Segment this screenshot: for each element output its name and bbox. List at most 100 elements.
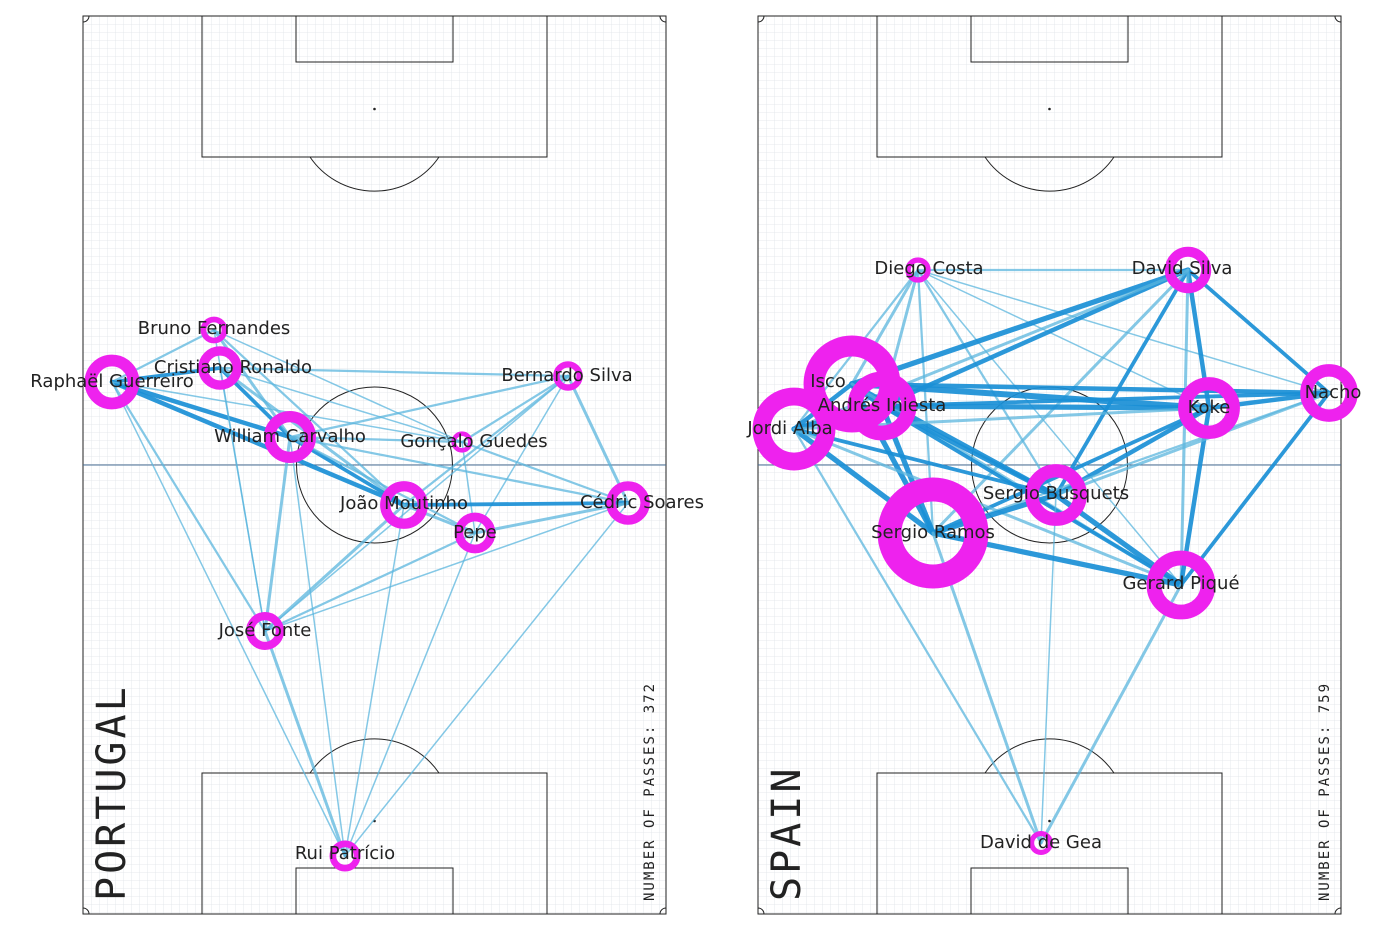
player-node-na	[1300, 364, 1358, 422]
pass-edge-rg-rp	[111, 381, 346, 857]
pass-edge-na-gp	[1179, 391, 1331, 587]
portugal-centre-circle	[296, 386, 453, 544]
player-label-bs: Bernardo Silva	[501, 365, 632, 386]
pass-edge-rg-jf	[110, 380, 267, 633]
player-node-bf	[200, 316, 228, 344]
pass-edge-wc-jf	[263, 435, 292, 633]
spain-panel: Diego Costa David Silva Isco Andrés Iniesta…	[746, 15, 1362, 915]
pass-edge-dc-na	[917, 269, 1330, 394]
pass-edge-wc-rp	[289, 436, 346, 857]
pass-edge-rg-jm	[109, 379, 407, 508]
player-label-sb: Sergio Busquets	[983, 483, 1129, 504]
portugal-player-nodes	[84, 316, 650, 872]
player-label-ja: Jordi Alba	[746, 418, 832, 439]
pass-edge-jm-jf	[263, 503, 406, 633]
player-label-pe: Pepe	[453, 522, 497, 543]
pass-edge-cr-bs	[218, 366, 570, 378]
player-label-ds: David Silva	[1132, 258, 1233, 279]
player-label-rp: Rui Patrício	[295, 843, 395, 864]
pass-edge-ds-na	[1186, 268, 1331, 395]
pass-edge-pe-rp	[344, 532, 476, 857]
player-node-dg	[1029, 831, 1053, 855]
pass-edge-wc-gg	[288, 435, 464, 444]
pass-edge-wc-cs	[288, 435, 630, 505]
player-label-gp: Gerard Piqué	[1122, 573, 1239, 594]
player-node-dc	[905, 257, 931, 283]
portugal-top-penalty-spot	[373, 107, 376, 111]
player-node-sr	[877, 477, 989, 589]
pass-edge-dc-sb	[916, 268, 1058, 497]
player-label-cs: Cédric Soares	[580, 492, 704, 513]
player-label-na: Nacho	[1305, 382, 1362, 403]
portugal-player-labels: Bruno Fernandes Cristiano RonaldoRaphaël …	[30, 318, 704, 864]
spain-team-title: SPAIN	[764, 766, 810, 901]
pass-edge-dc-gp	[917, 269, 1182, 586]
pass-edge-cs-pe	[473, 501, 630, 535]
player-node-wc	[263, 410, 317, 464]
player-label-jf: José Fonte	[218, 620, 312, 641]
portugal-panel: Bruno Fernandes Cristiano RonaldoRaphaël …	[30, 15, 704, 915]
player-label-ai: Andrés Iniesta	[818, 395, 947, 416]
player-label-gg: Gonçalo Guedes	[400, 431, 547, 452]
player-label-is: Isco	[810, 371, 846, 392]
player-node-cr	[198, 346, 242, 390]
spain-bottom-penalty-spot	[1048, 819, 1051, 823]
spain-top-penalty-spot	[1048, 107, 1051, 111]
portugal-top-arc	[309, 156, 440, 192]
player-node-ko	[1178, 377, 1240, 439]
spain-top-six-box	[970, 15, 1129, 63]
player-node-gp	[1146, 550, 1216, 620]
player-node-rg	[84, 354, 140, 410]
portugal-pass-count: NUMBER OF PASSES: 372	[642, 682, 658, 901]
pass-edge-ai-ko	[879, 403, 1212, 411]
player-node-sb	[1025, 464, 1087, 526]
player-label-cr: Cristiano Ronaldo	[154, 357, 312, 378]
pass-edge-ds-sb	[1054, 268, 1190, 497]
pass-edge-bs-cs	[566, 374, 630, 505]
pass-edge-bs-pe	[474, 375, 569, 534]
player-node-bs	[553, 361, 583, 391]
portugal-corner-arcs	[82, 15, 667, 915]
pass-edge-ja-sb	[792, 427, 1058, 497]
pass-edge-wc-pe	[288, 435, 477, 535]
pass-edge-is-ko	[849, 381, 1212, 411]
pass-edge-pe-jf	[263, 531, 477, 633]
pass-edge-bs-jm	[402, 374, 570, 507]
pass-edge-ai-na	[880, 391, 1331, 408]
portugal-bottom-six-box	[295, 867, 454, 915]
pass-edge-cs-rp	[344, 502, 629, 857]
pass-edge-ds-is	[849, 267, 1191, 387]
spain-player-nodes	[752, 246, 1358, 855]
player-label-jm: João Moutinho	[339, 493, 468, 514]
pass-edge-bs-gg	[460, 374, 570, 444]
player-node-pe	[454, 512, 496, 554]
player-node-gg	[451, 431, 473, 453]
player-label-dg: David de Gea	[980, 832, 1102, 853]
pass-edge-cs-jf	[264, 502, 629, 632]
pass-edge-bf-gg	[213, 329, 463, 443]
pass-edge-rg-wc	[109, 379, 293, 440]
pass-edge-dc-is	[850, 268, 920, 386]
portugal-top-six-box	[295, 15, 454, 63]
pass-edge-ja-gp	[792, 427, 1183, 587]
pass-edge-jm-cs	[402, 501, 630, 507]
pass-edge-bf-jm	[212, 328, 406, 507]
player-label-sr: Sergio Ramos	[871, 522, 995, 543]
pass-edge-gg-cs	[460, 440, 630, 505]
pass-edge-ja-dg	[792, 427, 1043, 845]
player-label-rg: Raphaël Guerreiro	[30, 371, 193, 392]
pass-edge-jm-rp	[344, 504, 405, 857]
pass-edge-na-sr	[931, 391, 1331, 535]
player-label-wc: William Carvalho	[214, 426, 366, 447]
spain-bottom-six-box	[970, 867, 1129, 915]
player-node-ja	[752, 387, 836, 471]
pass-edge-gp-dg	[1039, 583, 1183, 845]
spain-bottom-arc	[984, 738, 1115, 774]
player-label-bf: Bruno Fernandes	[138, 318, 291, 339]
player-node-jm	[380, 481, 428, 529]
player-node-ds	[1164, 246, 1212, 294]
player-node-rp	[329, 840, 361, 872]
spain-pass-count: NUMBER OF PASSES: 759	[1317, 682, 1333, 901]
player-label-ko: Koke	[1188, 397, 1231, 418]
